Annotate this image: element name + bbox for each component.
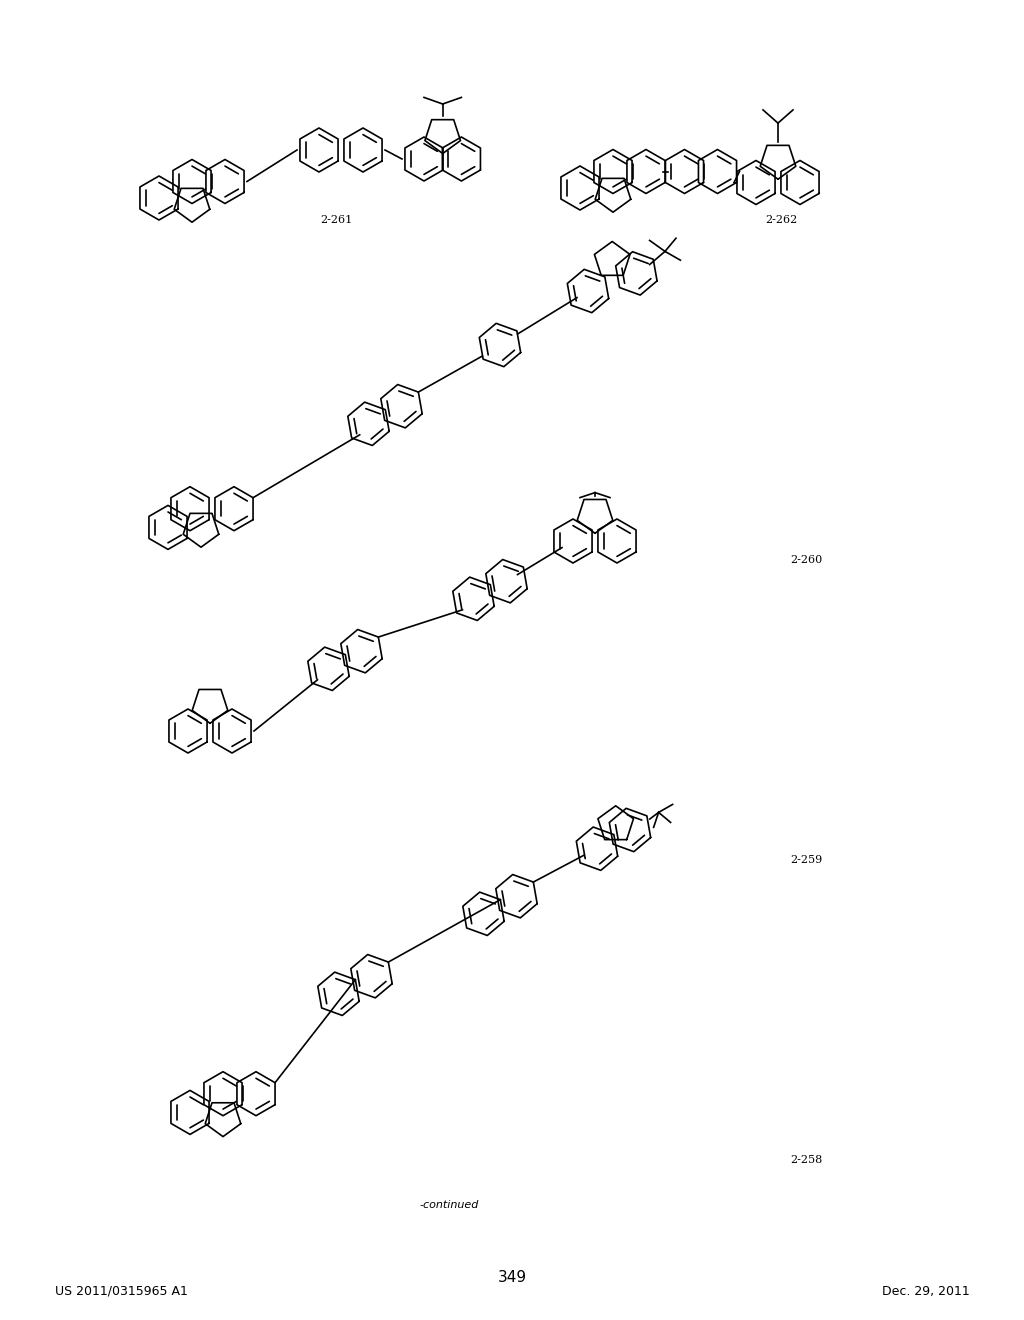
Text: Dec. 29, 2011: Dec. 29, 2011 bbox=[883, 1284, 970, 1298]
Text: -continued: -continued bbox=[420, 1200, 479, 1210]
Text: US 2011/0315965 A1: US 2011/0315965 A1 bbox=[55, 1284, 187, 1298]
Text: 2-260: 2-260 bbox=[790, 554, 822, 565]
Text: 2-259: 2-259 bbox=[790, 855, 822, 865]
Text: 2-262: 2-262 bbox=[765, 215, 798, 224]
Text: 2-258: 2-258 bbox=[790, 1155, 822, 1166]
Text: 349: 349 bbox=[498, 1270, 526, 1284]
Text: 2-261: 2-261 bbox=[319, 215, 352, 224]
